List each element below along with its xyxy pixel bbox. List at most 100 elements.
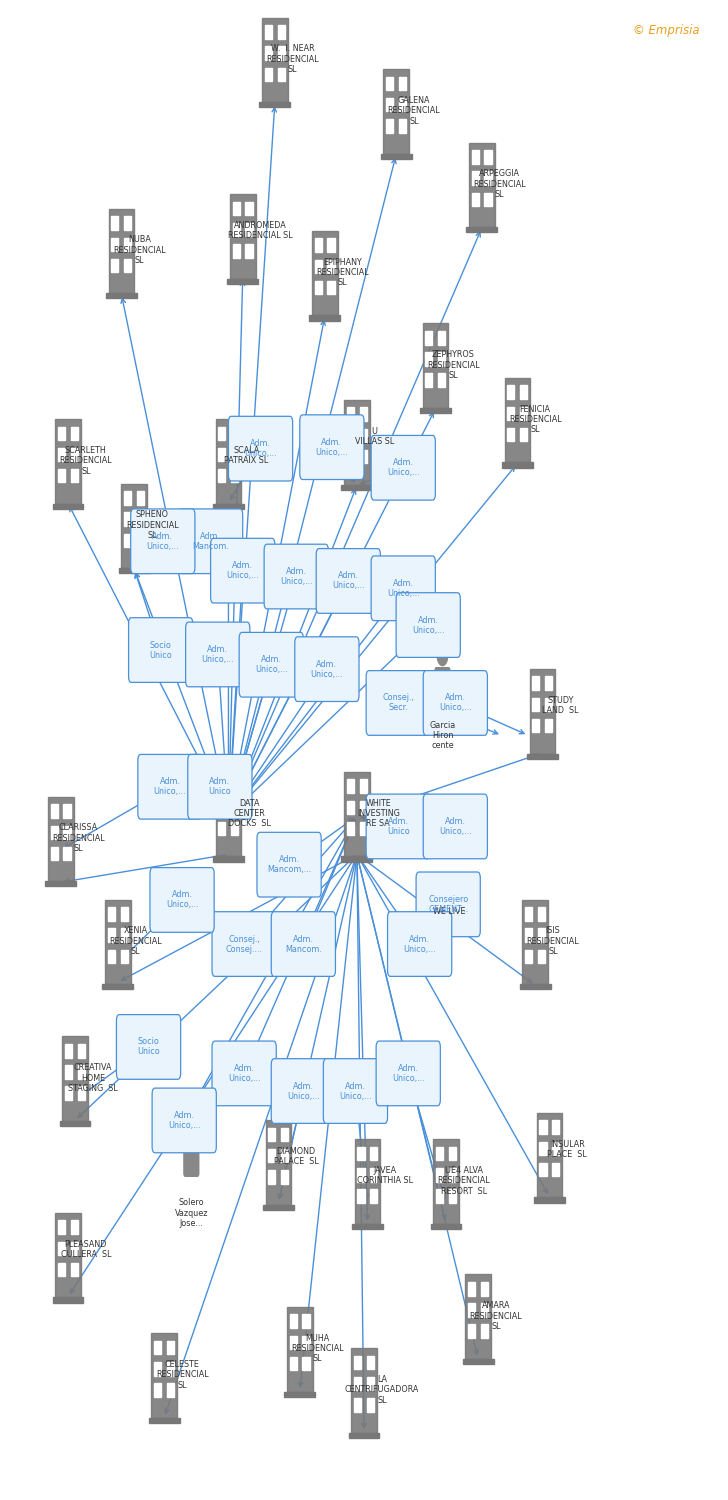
FancyBboxPatch shape	[425, 352, 432, 366]
FancyBboxPatch shape	[71, 470, 78, 483]
FancyBboxPatch shape	[129, 618, 193, 682]
FancyBboxPatch shape	[538, 950, 545, 963]
FancyBboxPatch shape	[227, 279, 258, 284]
FancyBboxPatch shape	[507, 427, 515, 441]
Text: AMARA
RESIDENCIAL
SL: AMARA RESIDENCIAL SL	[470, 1300, 522, 1330]
FancyBboxPatch shape	[367, 1398, 374, 1411]
FancyBboxPatch shape	[507, 406, 515, 420]
FancyBboxPatch shape	[58, 1221, 65, 1234]
FancyBboxPatch shape	[71, 426, 78, 439]
FancyBboxPatch shape	[371, 1168, 377, 1182]
Text: CLARISSA
RESIDENCIAL
SL: CLARISSA RESIDENCIAL SL	[52, 824, 105, 854]
FancyBboxPatch shape	[465, 1275, 491, 1359]
FancyBboxPatch shape	[435, 909, 442, 922]
FancyBboxPatch shape	[425, 332, 432, 345]
FancyBboxPatch shape	[218, 470, 226, 483]
FancyBboxPatch shape	[51, 825, 58, 839]
Text: Adm.
Unico,...: Adm. Unico,...	[387, 579, 419, 598]
FancyBboxPatch shape	[265, 26, 272, 39]
FancyBboxPatch shape	[484, 150, 491, 164]
FancyBboxPatch shape	[121, 928, 127, 942]
FancyBboxPatch shape	[422, 324, 448, 408]
FancyBboxPatch shape	[436, 1148, 443, 1161]
FancyBboxPatch shape	[553, 1142, 559, 1155]
FancyBboxPatch shape	[215, 419, 241, 504]
FancyBboxPatch shape	[215, 772, 241, 856]
FancyBboxPatch shape	[349, 1432, 379, 1437]
FancyBboxPatch shape	[532, 698, 539, 711]
FancyBboxPatch shape	[268, 1128, 275, 1142]
FancyBboxPatch shape	[154, 1383, 162, 1396]
FancyBboxPatch shape	[108, 908, 115, 921]
FancyBboxPatch shape	[468, 1282, 475, 1296]
FancyBboxPatch shape	[316, 549, 381, 614]
FancyBboxPatch shape	[290, 1358, 297, 1371]
FancyBboxPatch shape	[63, 846, 71, 861]
FancyBboxPatch shape	[419, 880, 445, 965]
Text: Adm.
Unico,...: Adm. Unico,...	[387, 458, 419, 477]
FancyBboxPatch shape	[71, 1221, 78, 1234]
FancyBboxPatch shape	[116, 1014, 181, 1080]
FancyBboxPatch shape	[309, 315, 340, 321]
Text: SCALA
PATRAIX SL: SCALA PATRAIX SL	[224, 446, 269, 465]
FancyBboxPatch shape	[314, 280, 322, 294]
FancyBboxPatch shape	[281, 1170, 288, 1184]
FancyBboxPatch shape	[448, 1190, 456, 1203]
FancyBboxPatch shape	[124, 492, 131, 506]
Text: JAVEA
CORINTHIA SL: JAVEA CORINTHIA SL	[357, 1166, 414, 1185]
Text: SPHENO
RESIDENCIAL
SL: SPHENO RESIDENCIAL SL	[126, 510, 178, 540]
Text: Adm.
Mancom.: Adm. Mancom.	[285, 934, 322, 954]
Text: Adm.
Unico,...: Adm. Unico,...	[255, 656, 288, 675]
FancyBboxPatch shape	[232, 426, 238, 439]
FancyBboxPatch shape	[111, 258, 119, 273]
Text: CELESTE
RESIDENCIAL
SL: CELESTE RESIDENCIAL SL	[156, 1360, 208, 1390]
Text: WHITE
INVESTING
RE SA: WHITE INVESTING RE SA	[357, 798, 400, 828]
FancyBboxPatch shape	[347, 801, 354, 814]
FancyBboxPatch shape	[257, 833, 321, 897]
FancyBboxPatch shape	[371, 435, 435, 500]
FancyBboxPatch shape	[186, 622, 250, 687]
FancyBboxPatch shape	[438, 374, 446, 387]
FancyBboxPatch shape	[448, 1168, 456, 1182]
Text: Adm.
Mancom.: Adm. Mancom.	[192, 531, 229, 550]
FancyBboxPatch shape	[360, 780, 367, 794]
Text: Adm.
Unico,...: Adm. Unico,...	[311, 660, 343, 678]
FancyBboxPatch shape	[396, 592, 460, 657]
FancyBboxPatch shape	[48, 796, 74, 882]
FancyBboxPatch shape	[399, 118, 406, 132]
Text: ANDROMEDA
RESIDENCIAL SL: ANDROMEDA RESIDENCIAL SL	[229, 220, 293, 240]
FancyBboxPatch shape	[290, 1335, 297, 1348]
Text: Socio
Unico: Socio Unico	[137, 1038, 160, 1056]
FancyBboxPatch shape	[63, 804, 71, 818]
FancyBboxPatch shape	[277, 26, 285, 39]
FancyBboxPatch shape	[58, 447, 65, 462]
FancyBboxPatch shape	[371, 556, 435, 621]
Text: Adm.
Unico,...: Adm. Unico,...	[315, 438, 348, 456]
FancyBboxPatch shape	[344, 772, 370, 856]
FancyBboxPatch shape	[507, 386, 515, 399]
FancyBboxPatch shape	[52, 504, 83, 509]
FancyBboxPatch shape	[65, 1086, 72, 1100]
FancyBboxPatch shape	[467, 228, 497, 232]
FancyBboxPatch shape	[78, 1065, 85, 1078]
FancyBboxPatch shape	[527, 753, 558, 759]
FancyBboxPatch shape	[303, 1335, 309, 1348]
FancyBboxPatch shape	[232, 201, 240, 214]
FancyBboxPatch shape	[366, 670, 430, 735]
FancyBboxPatch shape	[347, 822, 354, 836]
Text: ISIS
RESIDENCIAL
SL: ISIS RESIDENCIAL SL	[527, 927, 579, 956]
Text: Adm.
Unico,...: Adm. Unico,...	[332, 572, 365, 591]
FancyBboxPatch shape	[232, 470, 238, 483]
Text: SCARLETH
RESIDENCIAL
SL: SCARLETH RESIDENCIAL SL	[60, 446, 112, 476]
FancyBboxPatch shape	[436, 1168, 443, 1182]
FancyBboxPatch shape	[360, 801, 367, 814]
FancyBboxPatch shape	[423, 794, 488, 859]
FancyBboxPatch shape	[484, 192, 491, 206]
Text: CREATIVA
HOME
STAGING  SL: CREATIVA HOME STAGING SL	[68, 1064, 118, 1094]
FancyBboxPatch shape	[212, 1041, 276, 1106]
FancyBboxPatch shape	[154, 1341, 162, 1354]
FancyBboxPatch shape	[119, 568, 150, 573]
FancyBboxPatch shape	[55, 1214, 81, 1298]
FancyBboxPatch shape	[525, 950, 532, 963]
FancyBboxPatch shape	[152, 1088, 216, 1154]
